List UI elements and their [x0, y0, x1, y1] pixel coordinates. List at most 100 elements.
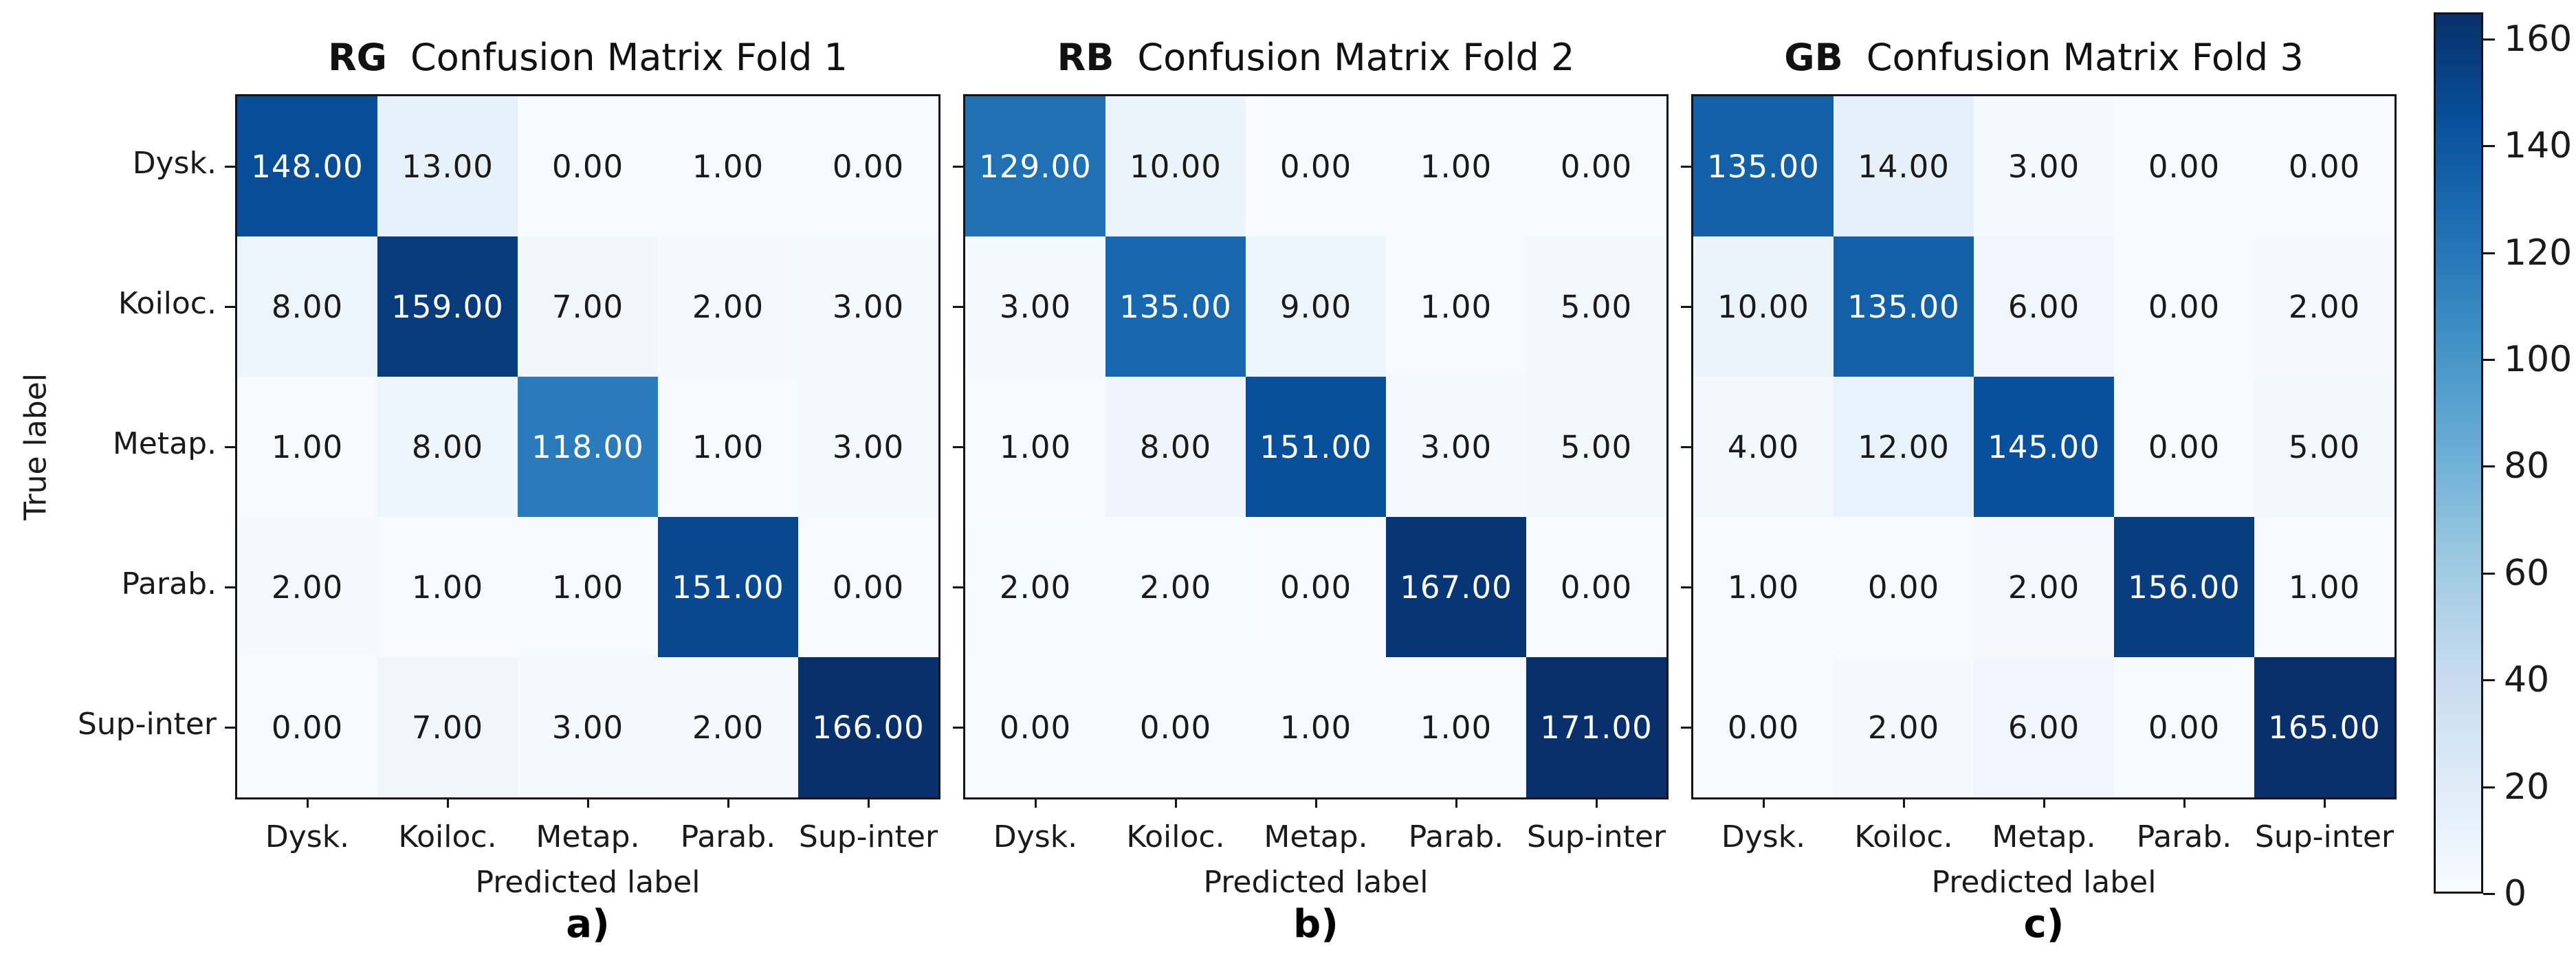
matrix-cell: 4.00 — [1693, 377, 1834, 517]
matrix-cell-value: 156.00 — [2128, 568, 2241, 606]
matrix-cell-value: 6.00 — [2007, 709, 2080, 746]
matrix-cell: 3.00 — [965, 236, 1105, 377]
matrix-cell: 7.00 — [518, 236, 658, 377]
matrix-cell-value: 1.00 — [2288, 568, 2361, 606]
matrix-cell-value: 1.00 — [1420, 709, 1493, 746]
matrix-cell: 8.00 — [377, 377, 518, 517]
matrix-cell-value: 1.00 — [1420, 288, 1493, 325]
colorbar-tick-label: 60 — [2504, 552, 2550, 594]
y-tick-mark — [1681, 727, 1691, 729]
matrix-cell-value: 151.00 — [1259, 428, 1372, 465]
y-tick-label: Metap. — [112, 426, 217, 461]
plot-title-prefix: RG — [328, 36, 387, 79]
matrix-cell-value: 1.00 — [1279, 709, 1352, 746]
x-tick-label: Dysk. — [993, 819, 1078, 854]
matrix-cell-value: 171.00 — [1540, 709, 1653, 746]
matrix-cell-value: 2.00 — [692, 288, 764, 325]
x-tick-label: Parab. — [2136, 819, 2232, 854]
x-tick-label: Parab. — [1408, 819, 1504, 854]
plot-title: RB Confusion Matrix Fold 2 — [965, 36, 1666, 79]
matrix-cell: 2.00 — [965, 517, 1105, 657]
matrix-cell: 3.00 — [798, 236, 938, 377]
x-tick-label: Sup-inter — [2254, 819, 2395, 854]
x-tick-mark — [307, 797, 309, 808]
matrix-cell: 2.00 — [1974, 517, 2114, 657]
matrix-cell-value: 118.00 — [531, 428, 644, 465]
matrix-cell-value: 1.00 — [692, 428, 764, 465]
colorbar-tick-label: 20 — [2504, 766, 2550, 808]
matrix-cell: 0.00 — [2114, 96, 2254, 236]
colorbar-tick-mark — [2483, 38, 2495, 41]
matrix-cell-value: 3.00 — [1420, 428, 1493, 465]
matrix-cell-value: 135.00 — [1707, 148, 1820, 185]
matrix-cell-value: 2.00 — [1867, 709, 1940, 746]
matrix-cell: 1.00 — [1386, 236, 1526, 377]
colorbar-tick-mark — [2483, 893, 2495, 895]
colorbar-tick-mark — [2483, 679, 2495, 682]
matrix-cell: 0.00 — [2254, 96, 2395, 236]
heatmap-plot: 148.00 13.00 0.00 1.00 0.00 8.00 159.00 7.00 2.0… — [235, 94, 940, 799]
colorbar-tick-label: 120 — [2504, 232, 2573, 274]
y-tick-mark — [953, 446, 963, 448]
x-tick-label: Sup-inter — [1526, 819, 1666, 854]
colorbar-tick-mark — [2483, 359, 2495, 362]
matrix-cell: 7.00 — [377, 657, 518, 797]
matrix-cell-value: 2.00 — [692, 709, 764, 746]
x-tick-label: Dysk. — [1721, 819, 1806, 854]
x-tick-mark — [727, 797, 729, 808]
colorbar-tick-mark — [2483, 786, 2495, 788]
matrix-cell: 10.00 — [1693, 236, 1834, 377]
matrix-cell: 3.00 — [1386, 377, 1526, 517]
matrix-cell: 135.00 — [1834, 236, 1974, 377]
y-tick-mark — [953, 306, 963, 308]
matrix-cell: 151.00 — [1246, 377, 1386, 517]
matrix-cell: 5.00 — [2254, 377, 2395, 517]
matrix-cell-value: 0.00 — [271, 709, 344, 746]
matrix-cell-value: 8.00 — [271, 288, 344, 325]
x-tick-mark — [447, 797, 449, 808]
x-tick-mark — [587, 797, 589, 808]
matrix-cell-value: 165.00 — [2268, 709, 2381, 746]
matrix-cell-value: 7.00 — [551, 288, 624, 325]
matrix-cell: 1.00 — [1693, 517, 1834, 657]
matrix-cell: 2.00 — [1834, 657, 1974, 797]
matrix-cell: 1.00 — [965, 377, 1105, 517]
matrix-cell: 0.00 — [237, 657, 377, 797]
y-tick-mark — [953, 727, 963, 729]
matrix-cell: 5.00 — [1526, 377, 1666, 517]
matrix-cell: 135.00 — [1105, 236, 1246, 377]
matrix-cell: 0.00 — [965, 657, 1105, 797]
x-axis-label: Predicted label — [1203, 865, 1429, 900]
colorbar-gradient — [2434, 12, 2483, 894]
x-tick-mark — [2324, 797, 2326, 808]
panel-caption: b) — [1293, 902, 1339, 947]
matrix-cell-value: 0.00 — [2288, 148, 2361, 185]
matrix-cell: 0.00 — [2114, 377, 2254, 517]
x-tick-mark — [2043, 797, 2045, 808]
confusion-matrix-panel: GB Confusion Matrix Fold 3 135.00 14.00 3.0… — [1681, 0, 2397, 961]
y-tick-mark — [1681, 586, 1691, 588]
matrix-cell-value: 1.00 — [999, 428, 1072, 465]
matrix-cell-value: 1.00 — [411, 568, 484, 606]
matrix-cell-value: 2.00 — [999, 568, 1072, 606]
matrix-cell-value: 2.00 — [2288, 288, 2361, 325]
matrix-cell-value: 13.00 — [401, 148, 494, 185]
matrix-cell-value: 5.00 — [1560, 288, 1633, 325]
x-tick-mark — [1035, 797, 1037, 808]
matrix-cell: 13.00 — [377, 96, 518, 236]
matrix-cell: 129.00 — [965, 96, 1105, 236]
matrix-cell: 1.00 — [2254, 517, 2395, 657]
colorbar-tick-mark — [2483, 252, 2495, 254]
matrix-cell: 0.00 — [2114, 236, 2254, 377]
matrix-cell-value: 1.00 — [271, 428, 344, 465]
matrix-cell: 6.00 — [1974, 657, 2114, 797]
x-tick-label: Koiloc. — [1126, 819, 1225, 854]
plot-title: RG Confusion Matrix Fold 1 — [237, 36, 938, 79]
matrix-cell: 1.00 — [1386, 657, 1526, 797]
matrix-cell-value: 4.00 — [1727, 428, 1800, 465]
matrix-cell: 2.00 — [1105, 517, 1246, 657]
matrix-cell-value: 0.00 — [1560, 148, 1633, 185]
matrix-cell: 8.00 — [237, 236, 377, 377]
heatmap-plot: 129.00 10.00 0.00 1.00 0.00 3.00 135.00 9.00 1.0… — [963, 94, 1669, 799]
matrix-cell: 145.00 — [1974, 377, 2114, 517]
